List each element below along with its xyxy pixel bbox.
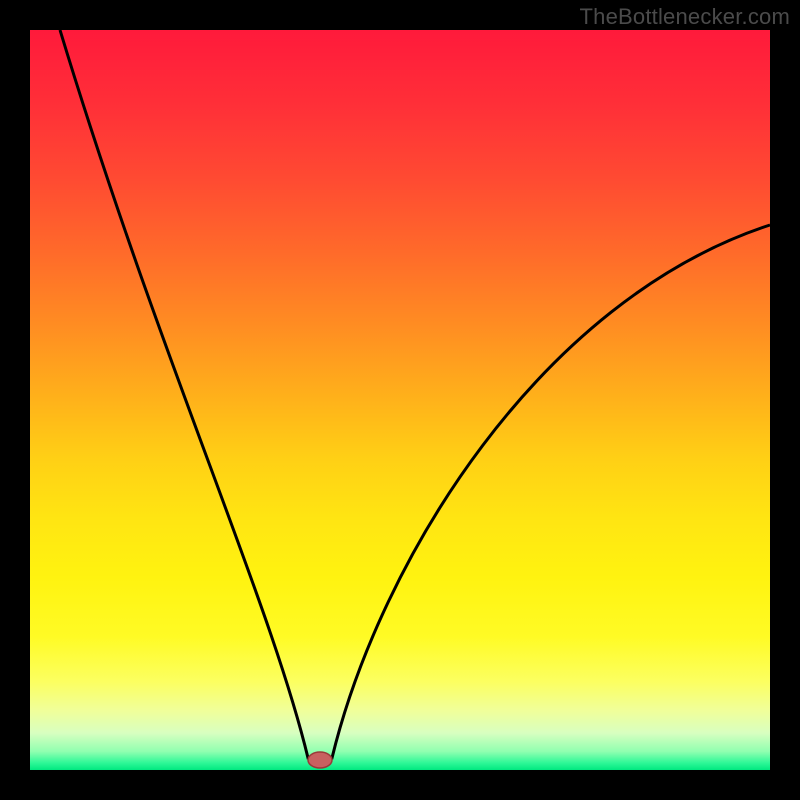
watermark-text: TheBottlenecker.com: [580, 4, 790, 30]
optimal-point-marker: [308, 752, 332, 768]
plot-background: [30, 30, 770, 770]
chart-container: TheBottlenecker.com: [0, 0, 800, 800]
chart-svg: [0, 0, 800, 800]
